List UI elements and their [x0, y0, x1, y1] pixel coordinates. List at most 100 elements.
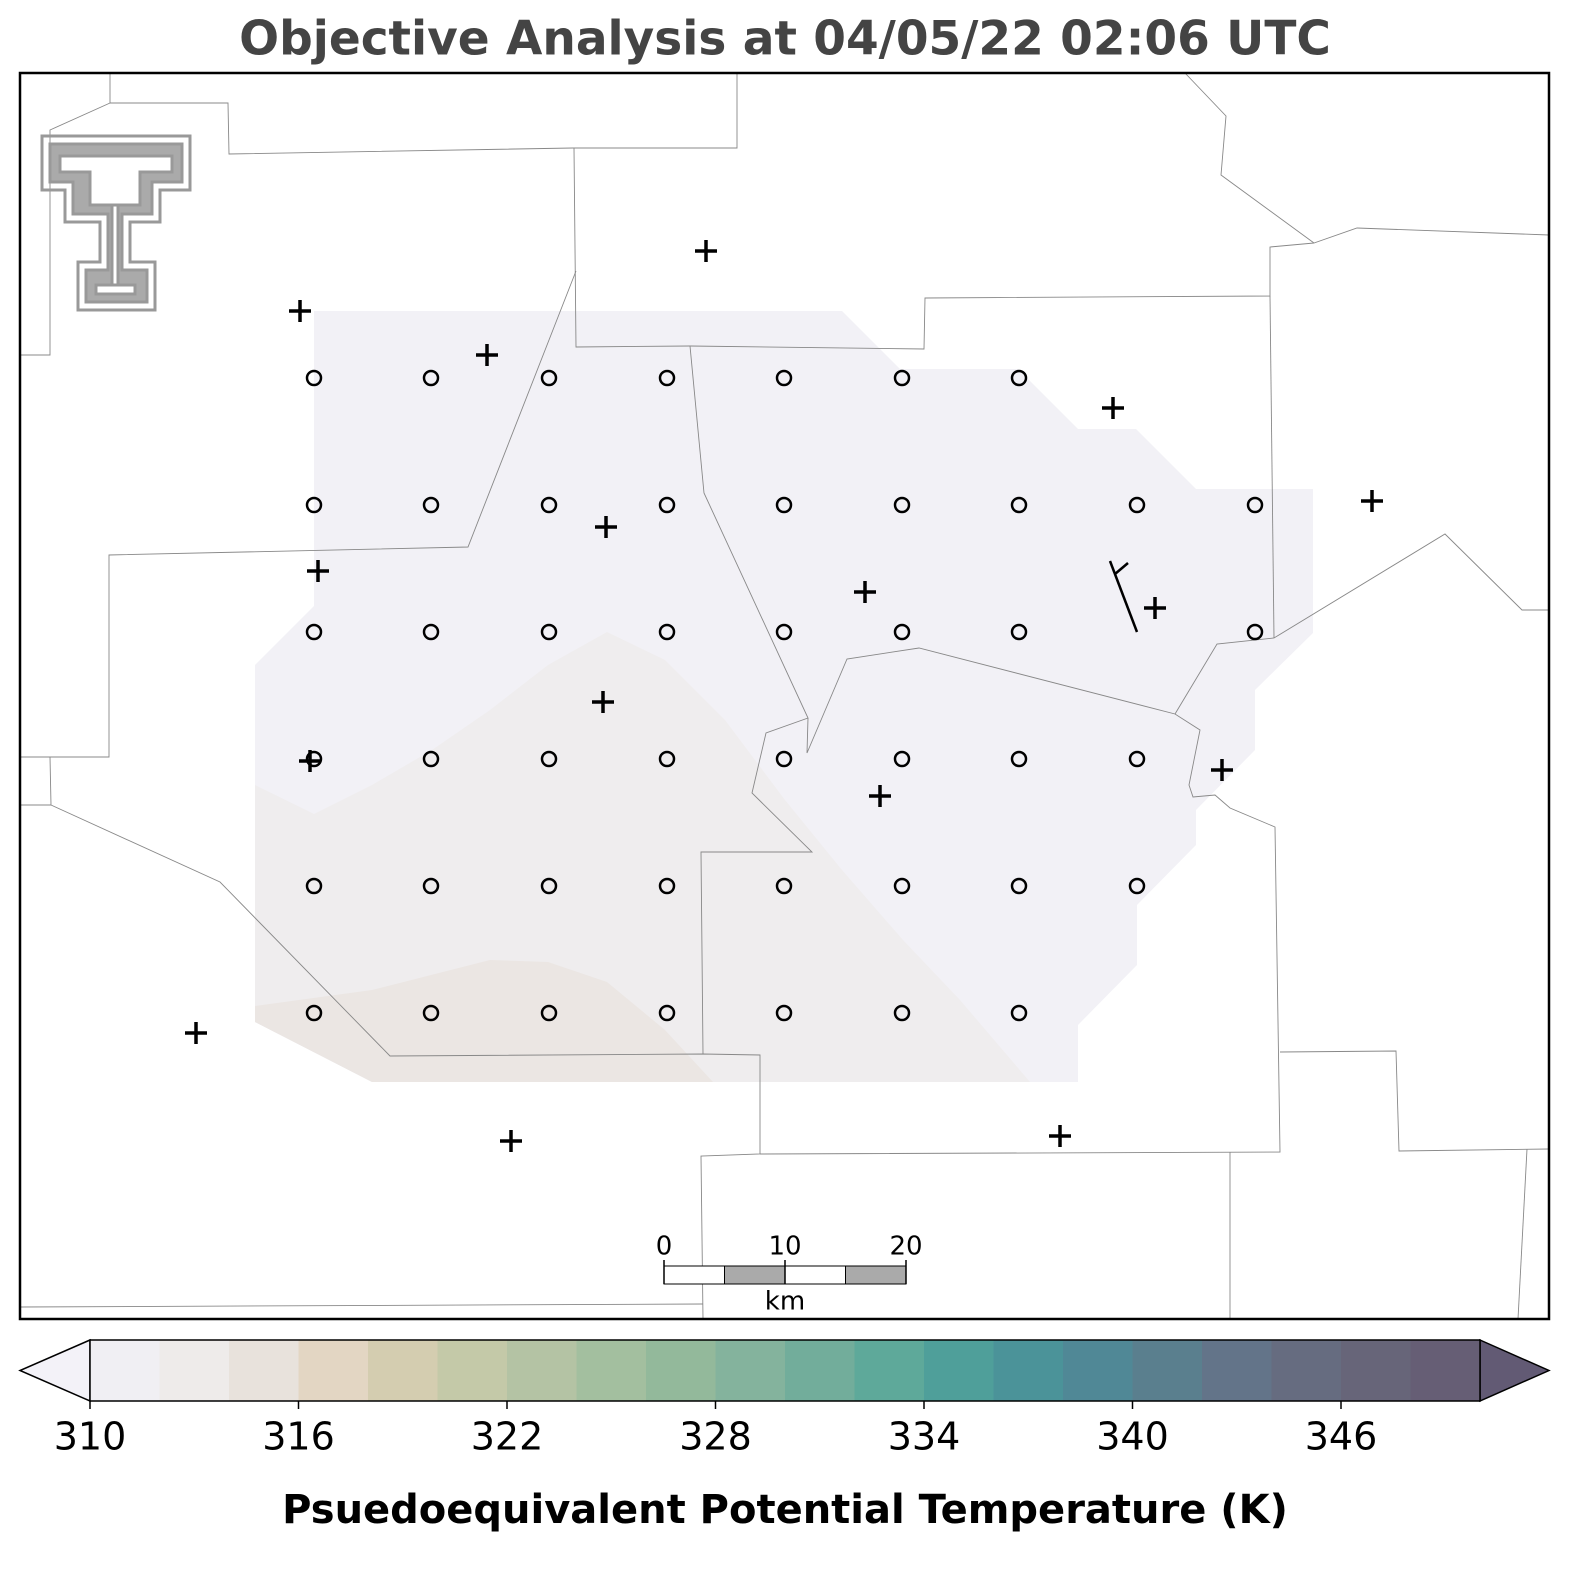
grid-point: [1010, 623, 1028, 641]
colorbar-tick-label: 334: [888, 1415, 961, 1459]
scale-tick-label: 20: [889, 1232, 922, 1262]
grid-point: [893, 1004, 911, 1022]
colorbar-segment: [1132, 1340, 1202, 1401]
grid-point: [305, 623, 323, 641]
station: [595, 516, 617, 538]
grid-point: [658, 877, 676, 895]
scale-segment: [784, 1265, 846, 1285]
colorbar-segment: [298, 1340, 368, 1401]
grid-point: [1128, 496, 1146, 514]
grid-point: [1010, 1004, 1028, 1022]
colorbar-tick-label: 310: [54, 1415, 127, 1459]
grid-point: [540, 369, 558, 387]
station: [289, 300, 311, 322]
grid-point: [658, 1004, 676, 1022]
map-frame: [18, 71, 1551, 1321]
station: [869, 785, 891, 807]
colorbar-tick-label: 340: [1096, 1415, 1169, 1459]
grid-point: [422, 369, 440, 387]
colorbar-segment: [368, 1340, 438, 1401]
scale-segment: [724, 1265, 786, 1285]
contour-fill: [255, 632, 1030, 1082]
colorbar-segment: [993, 1340, 1063, 1401]
grid-points: [305, 369, 1264, 1022]
grid-point: [775, 1004, 793, 1022]
grid-point: [775, 369, 793, 387]
county-lines: [19, 72, 1550, 1320]
colorbar-segment: [854, 1340, 924, 1401]
station: [299, 750, 321, 772]
station: [1102, 397, 1124, 419]
grid-point: [658, 496, 676, 514]
station: [307, 560, 329, 582]
colorbar-segment: [1063, 1340, 1133, 1401]
station: [1049, 1125, 1071, 1147]
grid-point: [305, 877, 323, 895]
grid-point: [1128, 877, 1146, 895]
scale-bar: 0 10 20 km: [656, 1232, 923, 1317]
grid-point: [658, 369, 676, 387]
colorbar-segment: [90, 1340, 160, 1401]
colorbar: 310 316 322 328 334 340 346: [18, 1338, 1551, 1459]
colorbar-segment: [785, 1340, 855, 1401]
station: [1144, 597, 1166, 619]
station: [592, 691, 614, 713]
colorbar-segment: [507, 1340, 577, 1401]
grid-point: [1246, 623, 1264, 641]
grid-point: [540, 750, 558, 768]
grid-point: [1010, 369, 1028, 387]
colorbar-tick-label: 322: [471, 1415, 544, 1459]
colorbar-segment: [1410, 1340, 1480, 1401]
colorbar-segment: [924, 1340, 994, 1401]
map: 0 10 20 km: [18, 71, 1551, 1321]
station: [476, 344, 498, 366]
grid-point: [305, 369, 323, 387]
colorbar-segment: [437, 1340, 507, 1401]
grid-point: [305, 750, 323, 768]
grid-point: [422, 877, 440, 895]
colorbar-segment: [229, 1340, 299, 1401]
colorbar-tick-label: 346: [1305, 1415, 1378, 1459]
grid-point: [658, 750, 676, 768]
station: [695, 240, 717, 262]
colorbar-segment: [159, 1340, 229, 1401]
colorbar-segment: [1202, 1340, 1272, 1401]
colorbar-extend-min: [18, 1338, 91, 1403]
colorbar-frame: [89, 1339, 1481, 1402]
grid-point: [893, 750, 911, 768]
colorbar-segment: [576, 1340, 646, 1401]
grid-point: [1128, 750, 1146, 768]
station: [500, 1130, 522, 1152]
station: [854, 581, 876, 603]
grid-point: [893, 496, 911, 514]
station: [1361, 490, 1383, 512]
colorbar-segment: [646, 1340, 716, 1401]
colorbar-label: Psuedoequivalent Potential Temperature (…: [282, 1487, 1288, 1533]
colorbar-segment: [715, 1340, 785, 1401]
grid-point: [1010, 750, 1028, 768]
grid-point: [305, 1004, 323, 1022]
grid-point: [305, 496, 323, 514]
grid-point: [540, 623, 558, 641]
colorbar-tick-label: 316: [262, 1415, 335, 1459]
grid-point: [422, 496, 440, 514]
scale-tick-label: 0: [656, 1232, 673, 1262]
grid-point: [422, 1004, 440, 1022]
grid-point: [893, 369, 911, 387]
grid-point: [775, 750, 793, 768]
stations: [185, 240, 1383, 1152]
grid-point: [775, 623, 793, 641]
colorbar-segment: [1341, 1340, 1411, 1401]
scale-unit: km: [765, 1287, 805, 1317]
grid-point: [775, 877, 793, 895]
grid-point: [540, 877, 558, 895]
scale-segment: [663, 1265, 725, 1285]
logo: [40, 134, 192, 312]
colorbar-extend-max: [1479, 1338, 1551, 1403]
colorbar-segment: [1271, 1340, 1341, 1401]
grid-point: [422, 623, 440, 641]
grid-point: [1010, 496, 1028, 514]
grid-point: [775, 496, 793, 514]
station: [185, 1022, 207, 1044]
